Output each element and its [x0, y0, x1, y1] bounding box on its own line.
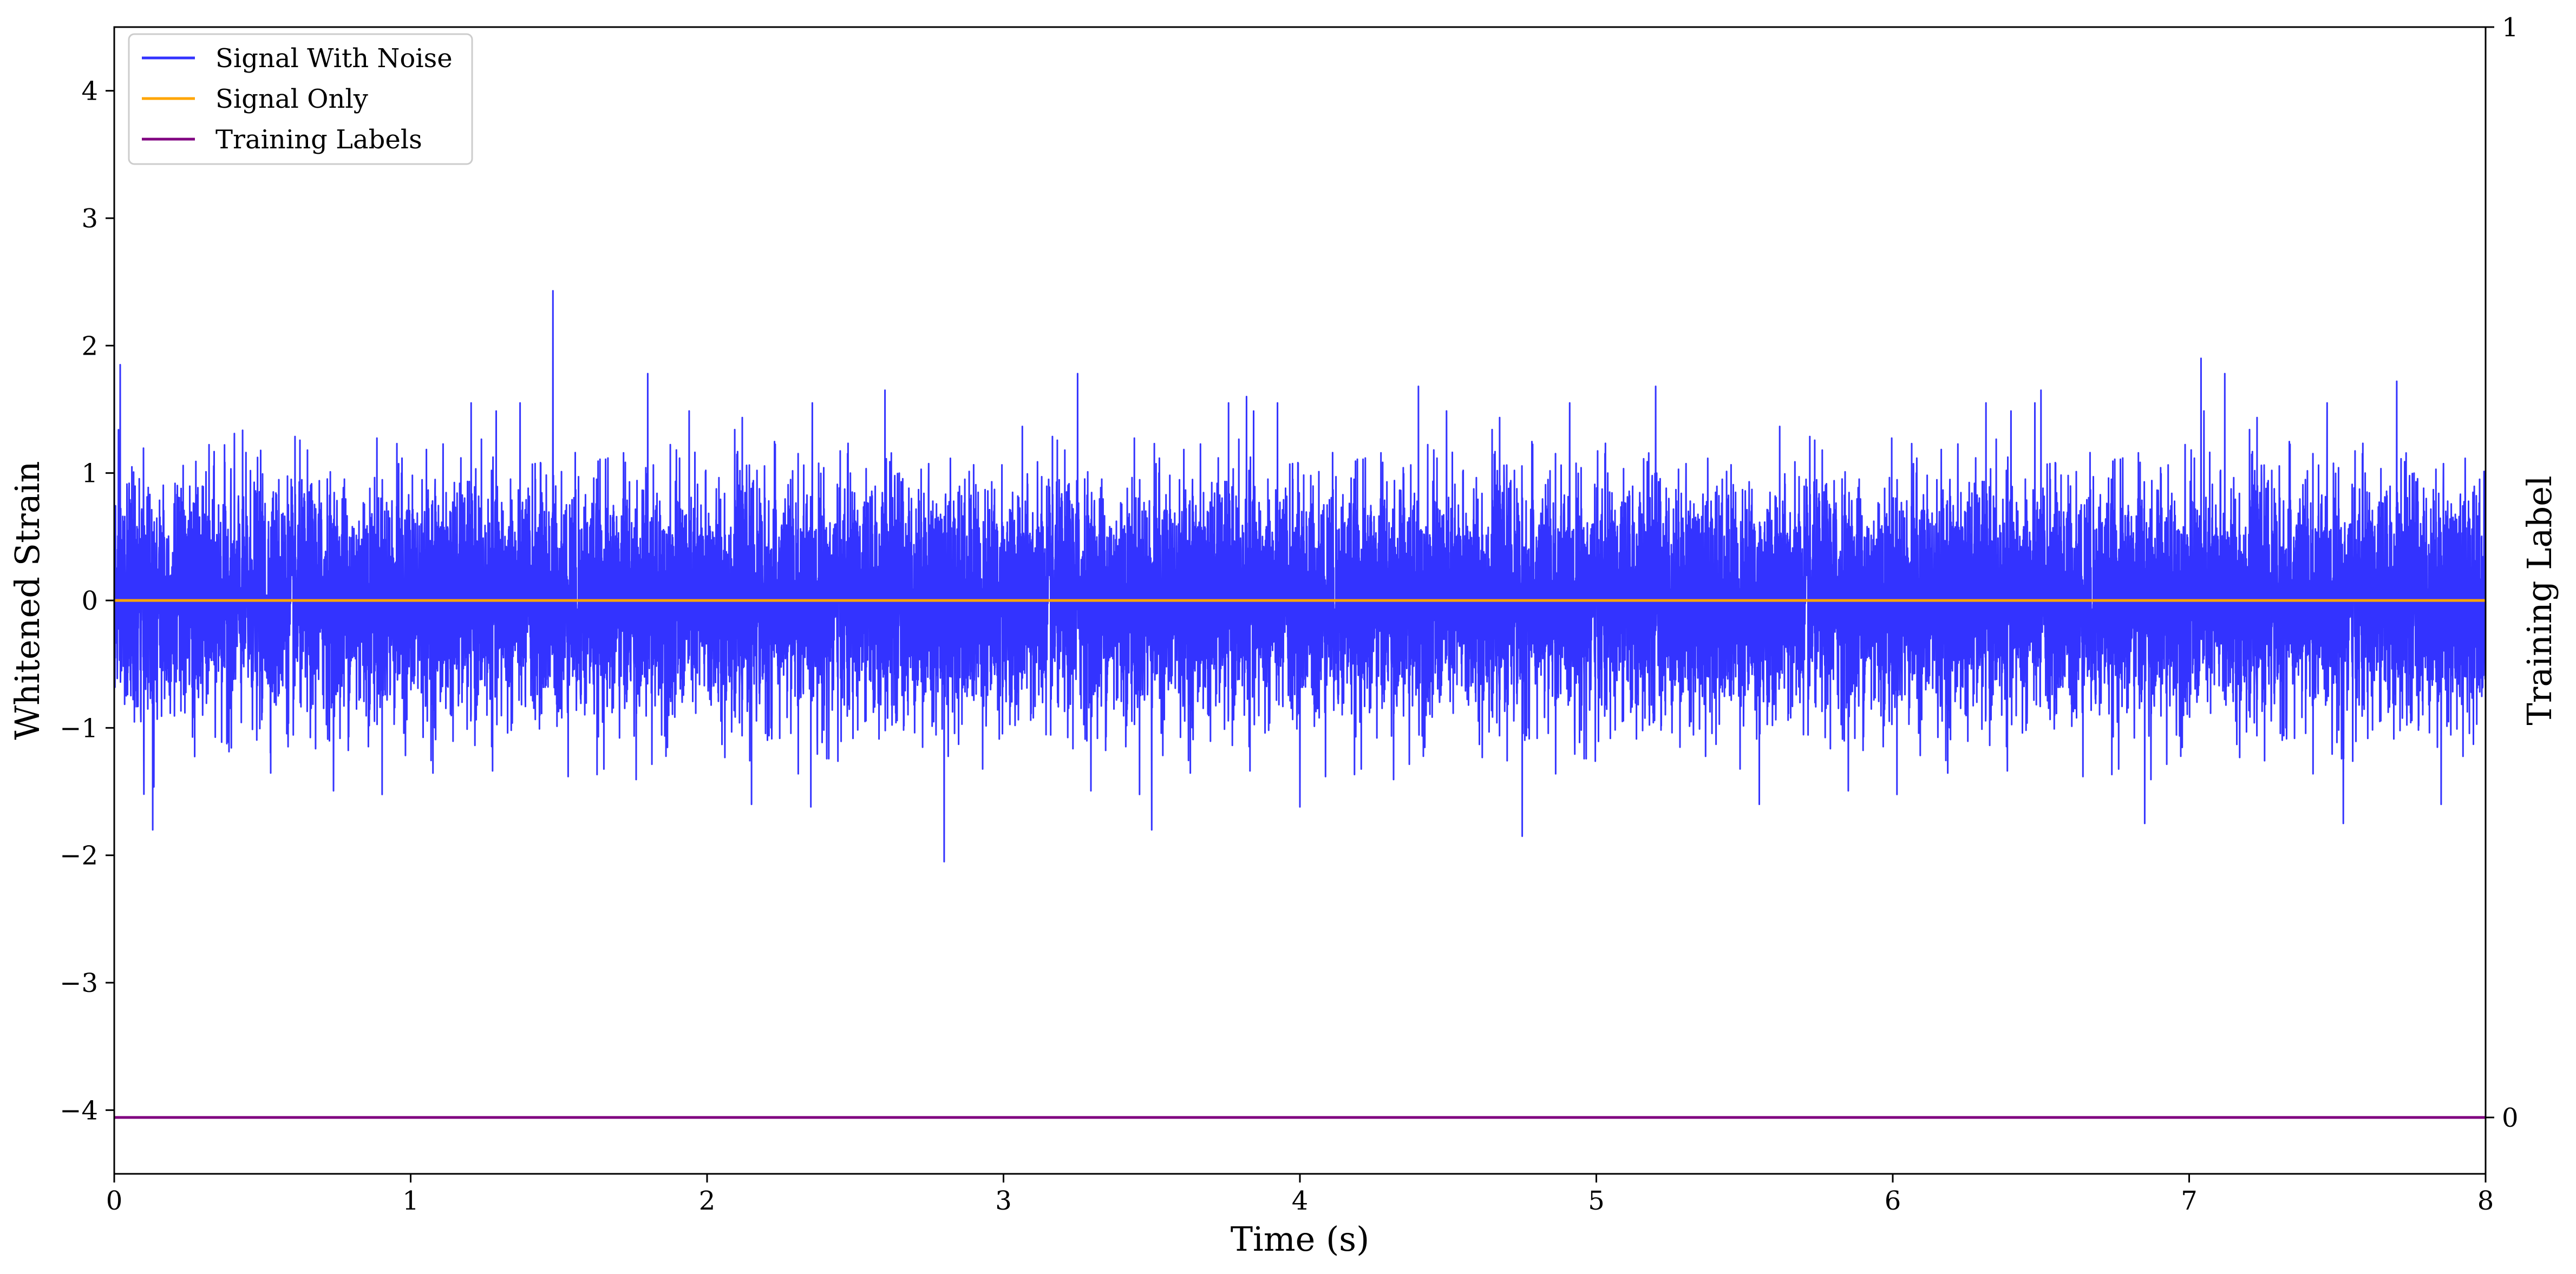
x-axis: 0 1 2 3 4 5 6 7 8: [106, 1174, 2494, 1216]
y-tick-label: 0: [81, 586, 98, 616]
x-tick-label: 8: [2477, 1186, 2494, 1216]
series-signal-with-noise: [114, 205, 2486, 863]
y2-axis-title: Training Label: [2520, 475, 2559, 725]
y-tick-label: −1: [60, 713, 98, 743]
y-tick-label: 1: [81, 459, 98, 489]
y-axis-left: −4 −3 −2 −1 0 1 2 3 4: [60, 76, 114, 1126]
legend-item-signal-only: Signal Only: [215, 84, 368, 114]
x-axis-title: Time (s): [1231, 1219, 1370, 1259]
y-tick-label: 3: [81, 204, 98, 234]
legend: Signal With Noise Signal Only Training Lab…: [128, 33, 473, 165]
plot-area: [113, 26, 2487, 1175]
y-tick-label: −2: [60, 841, 98, 871]
y-tick-label: 2: [81, 331, 98, 361]
y-tick-label: 4: [81, 76, 98, 107]
y-tick-label: −4: [60, 1095, 98, 1126]
legend-box: [128, 33, 473, 165]
x-tick-label: 1: [402, 1186, 419, 1216]
x-tick-label: 2: [699, 1186, 716, 1216]
legend-item-signal-with-noise: Signal With Noise: [215, 43, 453, 74]
y-axis-right: 01: [2486, 12, 2519, 1133]
y2-tick-label: 1: [2502, 12, 2519, 43]
y2-tick-label: 0: [2502, 1103, 2519, 1133]
y-tick-label: −3: [60, 968, 98, 998]
x-tick-label: 5: [1588, 1186, 1605, 1216]
x-tick-label: 0: [106, 1186, 123, 1216]
series-layer: [114, 205, 2486, 1119]
x-tick-label: 3: [995, 1186, 1012, 1216]
legend-item-training-labels: Training Labels: [215, 125, 422, 155]
x-tick-label: 4: [1292, 1186, 1309, 1216]
y-axis-title: Whitened Strain: [8, 461, 47, 740]
x-tick-label: 6: [1885, 1186, 1901, 1216]
x-tick-label: 7: [2181, 1186, 2198, 1216]
